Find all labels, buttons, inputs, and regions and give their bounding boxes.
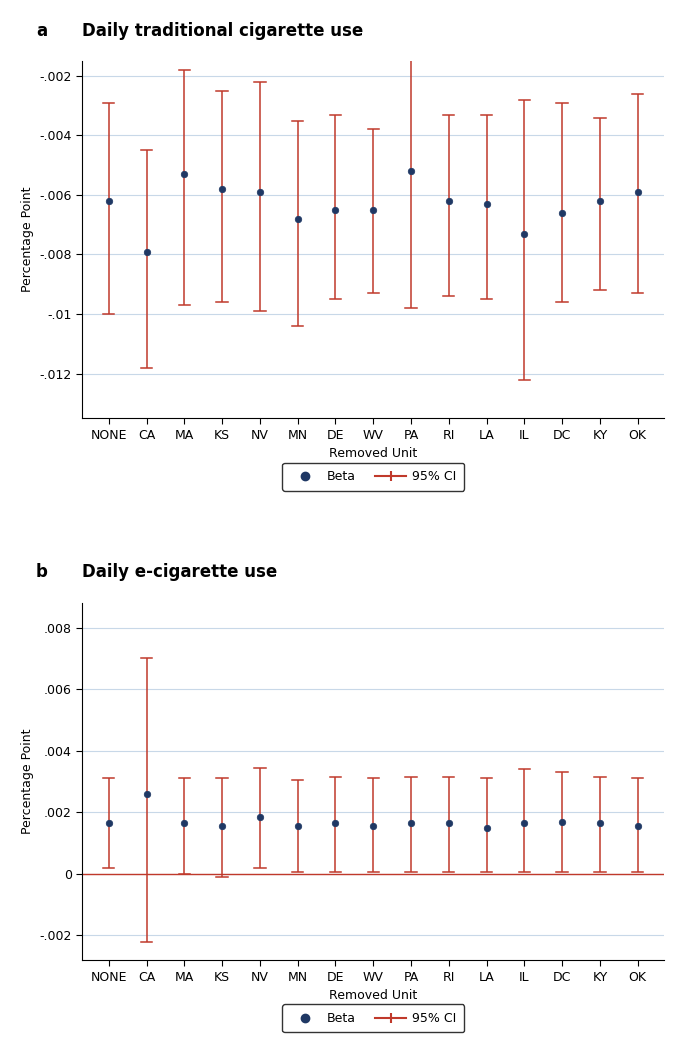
Point <box>179 166 190 183</box>
Point <box>292 210 303 227</box>
Point <box>368 817 379 834</box>
Legend: Beta, 95% CI: Beta, 95% CI <box>282 1004 464 1033</box>
Text: Daily e-cigarette use: Daily e-cigarette use <box>82 564 277 582</box>
Point <box>443 814 454 831</box>
Point <box>632 184 643 201</box>
Point <box>141 243 152 260</box>
Point <box>481 819 492 836</box>
Point <box>254 184 265 201</box>
Point <box>103 192 114 209</box>
Point <box>557 205 568 222</box>
X-axis label: Removed Unit: Removed Unit <box>329 989 417 1002</box>
Point <box>103 814 114 831</box>
Text: a: a <box>36 21 47 39</box>
Point <box>632 817 643 834</box>
Point <box>595 814 606 831</box>
Legend: Beta, 95% CI: Beta, 95% CI <box>282 463 464 491</box>
Y-axis label: Percentage Point: Percentage Point <box>21 187 34 293</box>
Point <box>292 817 303 834</box>
Point <box>519 225 530 242</box>
Point <box>330 814 341 831</box>
Point <box>141 786 152 803</box>
Point <box>519 814 530 831</box>
Point <box>330 202 341 219</box>
Point <box>595 192 606 209</box>
X-axis label: Removed Unit: Removed Unit <box>329 447 417 460</box>
Point <box>443 192 454 209</box>
Point <box>557 813 568 830</box>
Point <box>179 814 190 831</box>
Point <box>216 817 227 834</box>
Point <box>254 809 265 826</box>
Point <box>406 163 416 180</box>
Text: b: b <box>36 564 48 582</box>
Point <box>406 814 416 831</box>
Point <box>368 202 379 219</box>
Y-axis label: Percentage Point: Percentage Point <box>21 729 34 834</box>
Text: Daily traditional cigarette use: Daily traditional cigarette use <box>82 21 364 39</box>
Point <box>481 195 492 212</box>
Point <box>216 181 227 197</box>
